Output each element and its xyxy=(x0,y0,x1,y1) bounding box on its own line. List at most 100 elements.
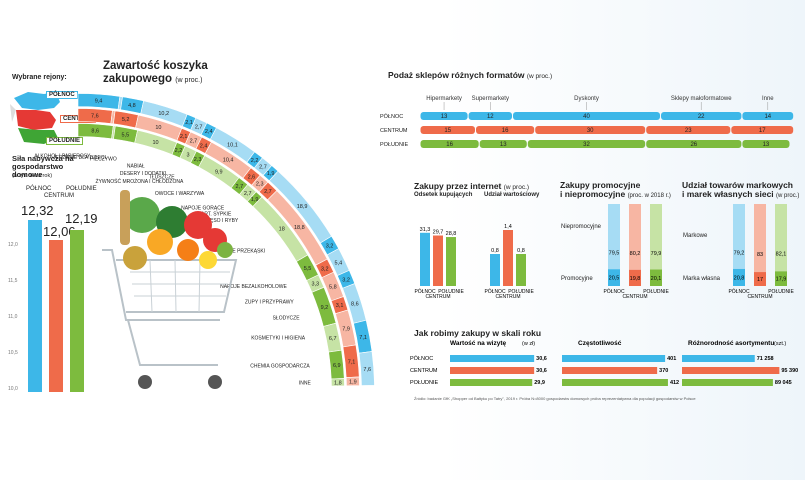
format-value-label: 23 xyxy=(685,128,692,134)
arc-value-label: 5,2 xyxy=(122,117,130,123)
internet-value-label: 0,8 xyxy=(517,248,525,254)
pp-label-center: CENTRUM xyxy=(44,193,74,199)
internet-bar-value-share xyxy=(503,230,513,286)
stack-bottom-segment xyxy=(775,271,787,286)
yearly-bar xyxy=(450,355,535,362)
arc-value-label: 10,4 xyxy=(223,158,234,164)
format-row-label: CENTRUM xyxy=(380,128,408,134)
internet-group2-label: Udział wartościowy xyxy=(484,192,540,198)
promo-top-label: Niepromocyjne xyxy=(561,224,602,230)
yearly-value-label: 401 xyxy=(667,356,676,362)
yearly-bar xyxy=(682,367,780,374)
format-bar-segment xyxy=(731,126,794,134)
format-value-label: 14 xyxy=(764,114,771,120)
stack-bottom-segment xyxy=(733,268,745,286)
arc-segment xyxy=(358,351,375,386)
arc-value-label: 2,7 xyxy=(236,184,244,190)
arc-value-label: 5,8 xyxy=(329,285,337,291)
arc-value-label: 2,4 xyxy=(205,129,213,135)
internet-value-label: 31,3 xyxy=(420,227,431,233)
stack-top-segment xyxy=(629,204,641,270)
yearly-row-label: POŁUDNIE xyxy=(410,380,438,386)
format-bar-segment xyxy=(742,140,790,148)
internet-bar-buyers xyxy=(433,235,443,286)
internet-x-label: POŁUDNIE xyxy=(438,289,464,295)
arc-value-label: 2,4 xyxy=(200,143,208,149)
stack-top-value: 83 xyxy=(757,252,763,258)
arc-value-label: 2,3 xyxy=(194,157,202,163)
arc-value-label: 2,7 xyxy=(259,165,267,171)
yearly-title: Jak robimy zakupy w skali roku xyxy=(414,328,542,338)
stack-bottom-segment xyxy=(608,269,620,286)
format-bar-segment xyxy=(420,112,468,120)
category-label: NAPOJE GORĄCE xyxy=(181,206,225,212)
pp-value-center: 12,06 xyxy=(43,224,76,239)
yearly-value-label: 30,6 xyxy=(536,368,547,374)
pp-tick-1: 11,5 xyxy=(8,278,18,284)
internet-bar-buyers xyxy=(420,232,430,286)
store-formats-title: Podaż sklepów różnych formatów (w proc.) xyxy=(388,70,553,80)
category-label: PIECZYWO xyxy=(90,157,117,163)
yearly-row-label: CENTRUM xyxy=(410,368,438,374)
stack-x-label: POŁUDNIE xyxy=(768,289,794,295)
arc-value-label: 7,6 xyxy=(363,367,371,373)
format-bar-segment xyxy=(527,140,646,148)
format-bar-segment xyxy=(513,112,660,120)
stack-x-label: PÓŁNOC xyxy=(728,288,750,295)
internet-x-label: PÓŁNOC xyxy=(484,288,506,295)
stack-bottom-segment xyxy=(650,269,662,286)
arc-value-label: 3,2 xyxy=(326,244,334,250)
stack-bottom-value: 19,8 xyxy=(630,276,641,282)
arc-value-label: 1,8 xyxy=(334,380,342,386)
category-label: JEDZENIE DLA DZIECI xyxy=(53,155,106,161)
category-label: SŁODYCZE xyxy=(273,316,301,322)
arc-value-label: 5,5 xyxy=(121,132,129,138)
arc-value-label: 18,9 xyxy=(297,204,308,210)
category-label: INNE xyxy=(299,381,312,387)
stack-top-segment xyxy=(754,204,766,273)
internet-value-label: 28,8 xyxy=(446,231,457,237)
arc-value-label: 2,2 xyxy=(251,158,259,164)
arc-value-label: 1,9 xyxy=(349,379,357,385)
arc-value-label: 2,6 xyxy=(248,175,256,181)
internet-value-label: 29,7 xyxy=(433,230,444,236)
stack-top-segment xyxy=(733,204,745,269)
yearly-value-label: 95 390 xyxy=(781,368,798,374)
stack-bottom-value: 17,9 xyxy=(776,277,787,283)
arc-value-label: 9,9 xyxy=(215,169,223,175)
brands-top-label: Markowe xyxy=(683,233,708,239)
shopping-cart-icon xyxy=(102,190,238,389)
arc-value-label: 2,3 xyxy=(256,182,264,188)
internet-x-label: CENTRUM xyxy=(496,294,521,300)
stack-x-label: POŁUDNIE xyxy=(643,289,669,295)
arc-value-label: 3,3 xyxy=(311,282,319,288)
arc-value-label: 1,9 xyxy=(267,171,275,177)
arc-value-label: 2,2 xyxy=(175,148,183,154)
internet-value-label: 0,8 xyxy=(491,248,499,254)
arc-value-label: 7,1 xyxy=(359,335,367,341)
yearly-metric-unit: (szt.) xyxy=(774,341,786,347)
purchasing-power-unit: (w tys. zł na rok) xyxy=(12,173,53,179)
arc-value-label: 18,8 xyxy=(294,225,305,231)
category-label: ZUPY I PRZYPRAWY xyxy=(245,300,295,306)
yearly-bar xyxy=(682,355,755,362)
pp-value-south: 12,19 xyxy=(65,211,98,226)
arc-value-label: 6,7 xyxy=(329,336,337,342)
category-label: TŁUSZCZE xyxy=(149,175,176,181)
yearly-value-label: 370 xyxy=(659,368,668,374)
category-label: ŻYWNOŚĆ MROŻONA I CHŁODZONA xyxy=(96,177,184,185)
yearly-chart: Wartość na wizytę (w zł) Częstotliwość Różn… xyxy=(410,340,798,386)
arc-value-label: 7,1 xyxy=(348,360,356,366)
yearly-bar xyxy=(562,355,666,362)
legend-south: POŁUDNIE xyxy=(46,137,84,145)
format-category-label: Dyskonty xyxy=(574,96,599,102)
arc-value-label: 7,9 xyxy=(342,327,350,333)
stack-bottom-value: 20,8 xyxy=(734,275,745,281)
purchasing-power-title: Siła nabywcza na gospodarstwo domowe xyxy=(12,154,74,179)
format-bar-segment xyxy=(661,112,742,120)
arc-value-label: 8,6 xyxy=(91,129,99,135)
yearly-bar xyxy=(450,379,533,386)
category-label: CHEMIA GOSPODARCZA xyxy=(250,364,310,370)
stack-top-value: 79,2 xyxy=(734,250,745,256)
